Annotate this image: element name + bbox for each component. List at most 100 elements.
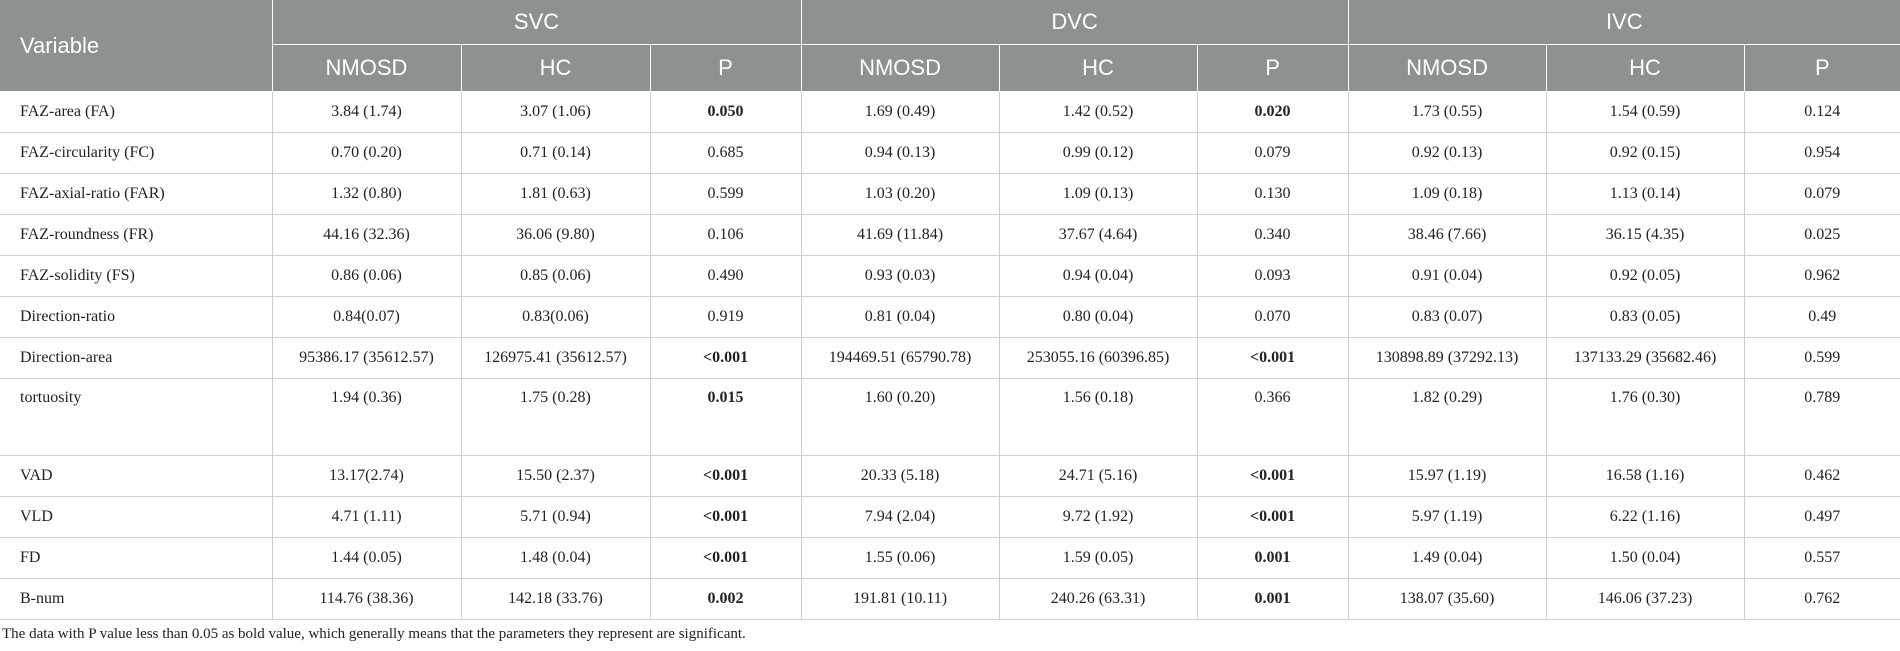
table-row: FAZ-axial-ratio (FAR) 1.32 (0.80) 1.81 (0.… [0,173,1900,215]
value-cell: 0.80 (0.04) [999,296,1198,338]
value-cell: 1.03 (0.20) [801,173,1000,215]
p-value-cell: 0.020 [1197,91,1349,133]
table-row: FAZ-area (FA) 3.84 (1.74) 3.07 (1.06) 0.050… [0,91,1900,133]
subheader-p: P [1197,44,1349,92]
row-label: VLD [0,496,273,538]
row-label: FAZ-roundness (FR) [0,214,273,256]
value-cell: 1.69 (0.49) [801,91,1000,133]
value-cell: 0.92 (0.13) [1348,132,1547,174]
p-value-cell: 0.962 [1744,255,1900,297]
row-label: tortuosity [0,378,273,456]
value-cell: 1.94 (0.36) [272,378,462,456]
value-cell: 36.15 (4.35) [1546,214,1745,256]
p-value-cell: 0.557 [1744,537,1900,579]
value-cell: 24.71 (5.16) [999,455,1198,497]
p-value-cell: 0.954 [1744,132,1900,174]
value-cell: 0.71 (0.14) [461,132,651,174]
p-value-cell: <0.001 [1197,455,1349,497]
value-cell: 1.76 (0.30) [1546,378,1745,456]
p-value-cell: 0.050 [650,91,802,133]
p-value-cell: 0.070 [1197,296,1349,338]
value-cell: 95386.17 (35612.57) [272,337,462,379]
p-value-cell: <0.001 [650,496,802,538]
value-cell: 5.71 (0.94) [461,496,651,538]
table-row: FAZ-solidity (FS) 0.86 (0.06) 0.85 (0.06) 0… [0,255,1900,297]
value-cell: 15.50 (2.37) [461,455,651,497]
value-cell: 20.33 (5.18) [801,455,1000,497]
value-cell: 0.92 (0.15) [1546,132,1745,174]
p-value-cell: <0.001 [1197,496,1349,538]
p-value-cell: 0.490 [650,255,802,297]
p-value-cell: 0.789 [1744,378,1900,456]
p-value-cell: 0.025 [1744,214,1900,256]
value-cell: 1.50 (0.04) [1546,537,1745,579]
value-cell: 1.44 (0.05) [272,537,462,579]
p-value-cell: 0.49 [1744,296,1900,338]
row-label: B-num [0,578,273,620]
p-value-cell: 0.001 [1197,578,1349,620]
p-value-cell: <0.001 [650,337,802,379]
subheader-nmosd: NMOSD [272,44,462,92]
value-cell: 142.18 (33.76) [461,578,651,620]
p-value-cell: 0.599 [650,173,802,215]
value-cell: 1.81 (0.63) [461,173,651,215]
subheader-hc: HC [461,44,651,92]
value-cell: 37.67 (4.64) [999,214,1198,256]
table-row: B-num 114.76 (38.36) 142.18 (33.76) 0.002 19… [0,578,1900,620]
value-cell: 0.84(0.07) [272,296,462,338]
value-cell: 0.93 (0.03) [801,255,1000,297]
value-cell: 16.58 (1.16) [1546,455,1745,497]
value-cell: 38.46 (7.66) [1348,214,1547,256]
value-cell: 13.17(2.74) [272,455,462,497]
subheader-hc: HC [1546,44,1745,92]
row-label: Direction-ratio [0,296,273,338]
p-value-cell: 0.079 [1197,132,1349,174]
row-label: FAZ-circularity (FC) [0,132,273,174]
row-label: VAD [0,455,273,497]
value-cell: 1.09 (0.18) [1348,173,1547,215]
value-cell: 1.75 (0.28) [461,378,651,456]
value-cell: 4.71 (1.11) [272,496,462,538]
p-value-cell: 0.079 [1744,173,1900,215]
value-cell: 0.86 (0.06) [272,255,462,297]
value-cell: 1.32 (0.80) [272,173,462,215]
row-label: FAZ-axial-ratio (FAR) [0,173,273,215]
value-cell: 146.06 (37.23) [1546,578,1745,620]
value-cell: 3.84 (1.74) [272,91,462,133]
p-value-cell: 0.015 [650,378,802,456]
row-label: FAZ-area (FA) [0,91,273,133]
value-cell: 1.59 (0.05) [999,537,1198,579]
table-header: Variable SVC DVC IVC NMOSD HC P NMOSD HC… [0,0,1900,92]
table-row: FAZ-circularity (FC) 0.70 (0.20) 0.71 (0.1… [0,132,1900,174]
results-table: Variable SVC DVC IVC NMOSD HC P NMOSD HC… [0,0,1900,620]
value-cell: 0.83 (0.07) [1348,296,1547,338]
value-cell: 0.99 (0.12) [999,132,1198,174]
p-value-cell: 0.093 [1197,255,1349,297]
value-cell: 1.60 (0.20) [801,378,1000,456]
row-label: Direction-area [0,337,273,379]
value-cell: 0.85 (0.06) [461,255,651,297]
row-label: FAZ-solidity (FS) [0,255,273,297]
value-cell: 1.54 (0.59) [1546,91,1745,133]
p-value-cell: 0.762 [1744,578,1900,620]
p-value-cell: <0.001 [650,537,802,579]
table-row: FAZ-roundness (FR) 44.16 (32.36) 36.06 (9.… [0,214,1900,256]
value-cell: 1.49 (0.04) [1348,537,1547,579]
value-cell: 1.56 (0.18) [999,378,1198,456]
value-cell: 194469.51 (65790.78) [801,337,1000,379]
value-cell: 1.55 (0.06) [801,537,1000,579]
value-cell: 0.83 (0.05) [1546,296,1745,338]
group-header-ivc: IVC [1348,0,1900,45]
p-value-cell: 0.106 [650,214,802,256]
table-row: Direction-area 95386.17 (35612.57) 126975.… [0,337,1900,379]
p-value-cell: 0.919 [650,296,802,338]
p-value-cell: 0.124 [1744,91,1900,133]
p-value-cell: <0.001 [650,455,802,497]
value-cell: 1.42 (0.52) [999,91,1198,133]
group-header-dvc: DVC [801,0,1349,45]
p-value-cell: 0.340 [1197,214,1349,256]
value-cell: 0.83(0.06) [461,296,651,338]
value-cell: 1.09 (0.13) [999,173,1198,215]
value-cell: 3.07 (1.06) [461,91,651,133]
value-cell: 44.16 (32.36) [272,214,462,256]
